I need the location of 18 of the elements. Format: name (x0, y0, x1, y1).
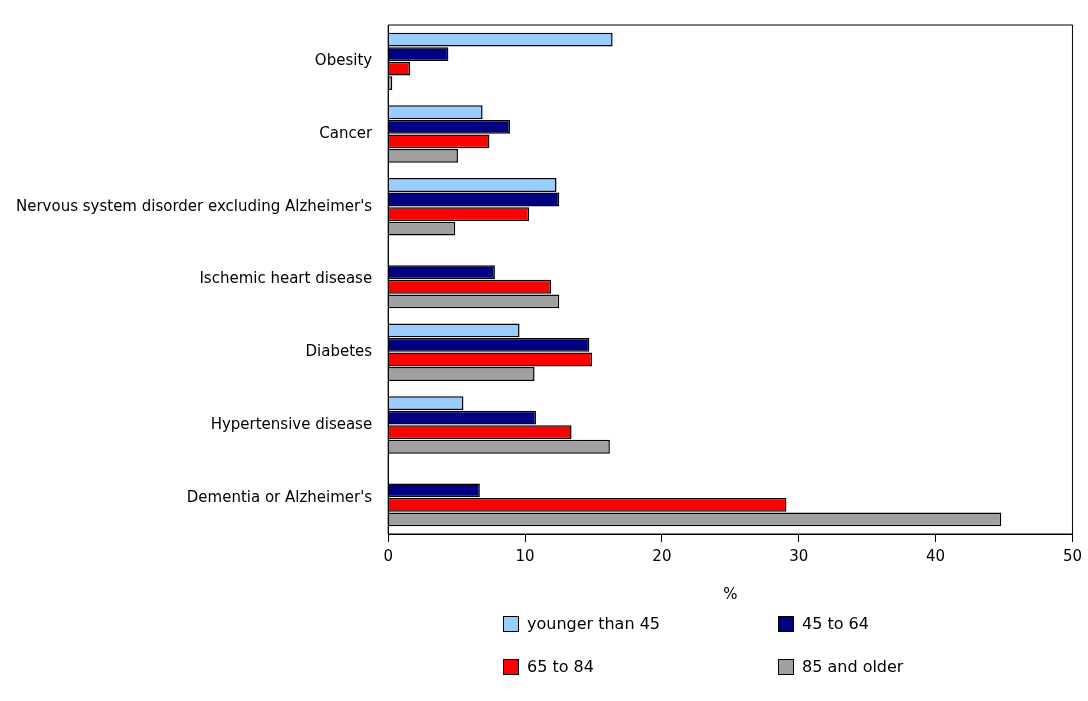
legend-label: 85 and older (802, 657, 904, 676)
x-tick-label: 0 (383, 546, 393, 565)
x-tick-label: 40 (926, 546, 946, 565)
y-tick-label: Hypertensive disease (210, 414, 373, 433)
y-tick-label: Cancer (319, 123, 373, 142)
y-tick-label: Ischemic heart disease (199, 269, 373, 288)
y-tick-label: Dementia or Alzheimer's (186, 487, 373, 506)
x-tick-label: 20 (652, 546, 672, 565)
x-tick-label: 30 (789, 546, 809, 565)
x-tick-label: 50 (1062, 546, 1082, 565)
y-tick-label: Nervous system disorder excluding Alzheimer's (15, 196, 373, 215)
y-tick-label: Diabetes (305, 342, 373, 361)
legend-label: 65 to 84 (527, 657, 594, 676)
x-tick-label: 10 (515, 546, 535, 565)
x-axis-title: % (723, 584, 738, 603)
y-tick-label: Obesity (314, 51, 373, 70)
legend-label: 45 to 64 (802, 614, 869, 633)
legend-label: younger than 45 (527, 614, 661, 633)
